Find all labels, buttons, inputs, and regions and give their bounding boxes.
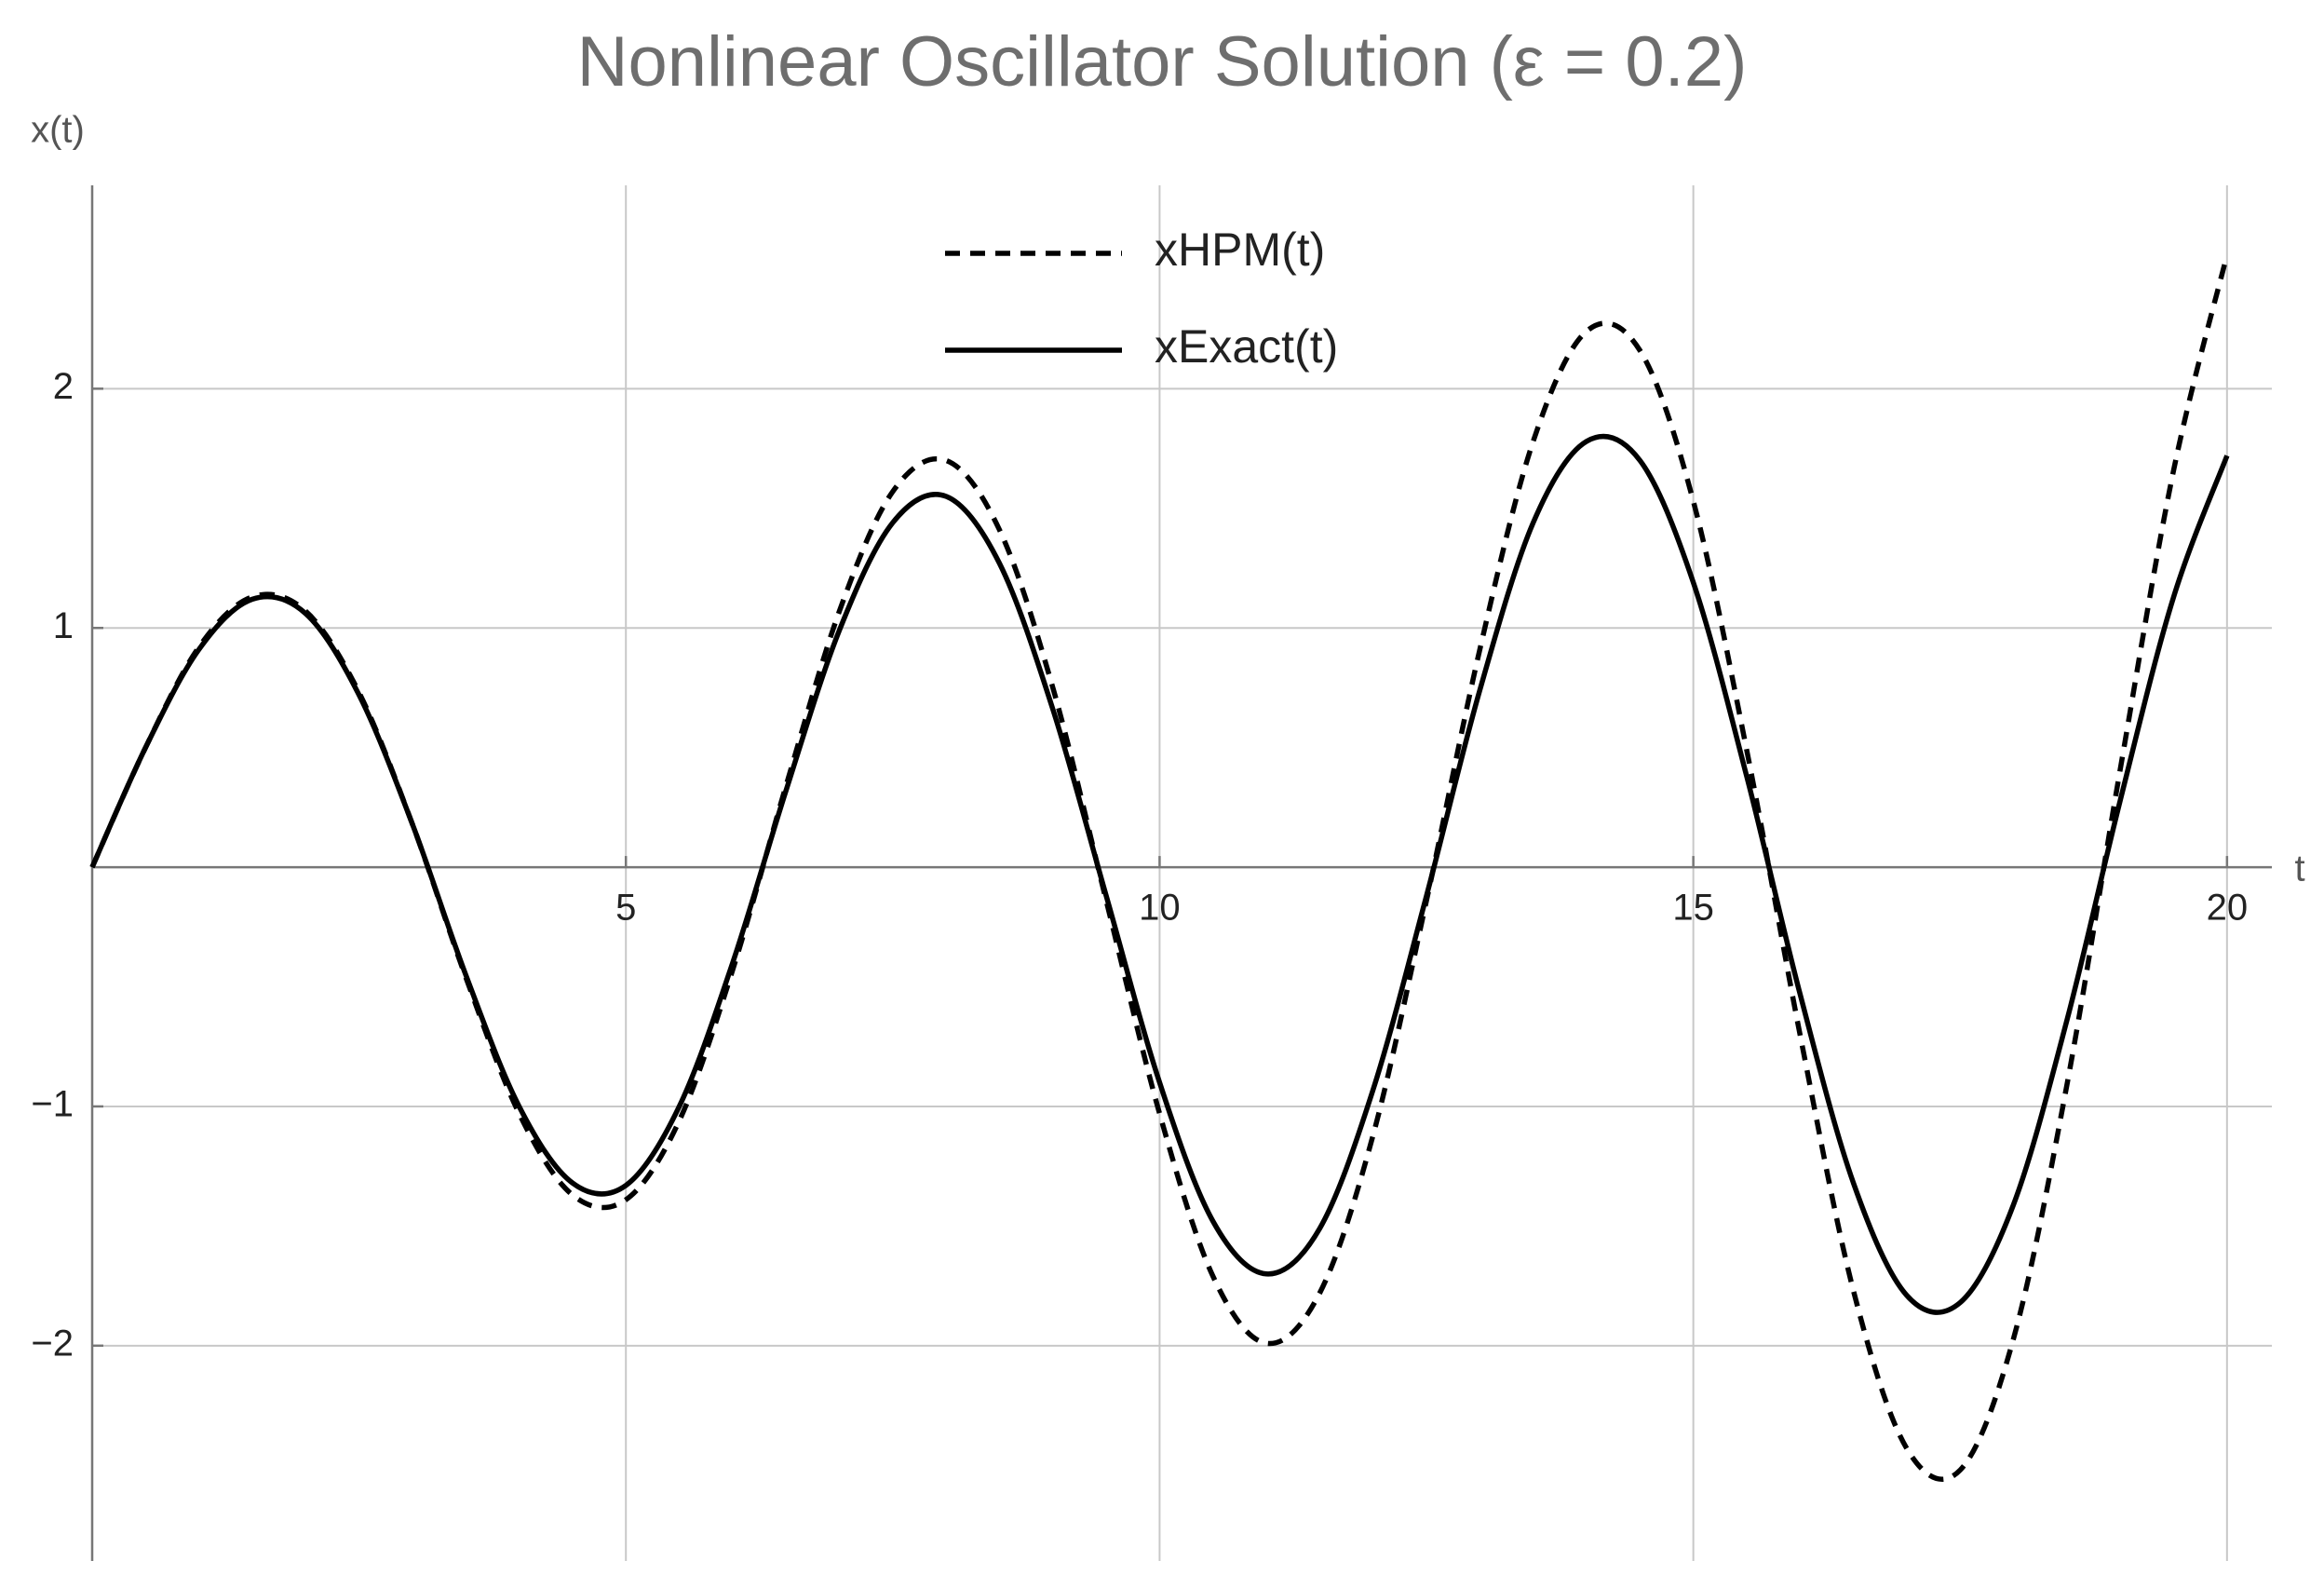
- y-tick-label: −2: [31, 1323, 74, 1364]
- chart-title: Nonlinear Oscillator Solution (ε = 0.2): [577, 22, 1748, 102]
- y-tick-label: 2: [53, 366, 74, 407]
- series-line: [89, 433, 2230, 1315]
- x-tick-label: 20: [2207, 888, 2249, 929]
- y-axis-label: x(t): [31, 110, 85, 151]
- x-tick-label: 15: [1672, 888, 1714, 929]
- y-tick-label: −1: [31, 1084, 74, 1125]
- x-tick-label: 5: [615, 888, 636, 929]
- y-tick-label: 1: [53, 605, 74, 646]
- legend-label: xHPM(t): [1155, 224, 1325, 276]
- legend-label: xExact(t): [1155, 320, 1338, 373]
- x-tick-label: 10: [1139, 888, 1181, 929]
- x-axis-label: t: [2294, 848, 2304, 889]
